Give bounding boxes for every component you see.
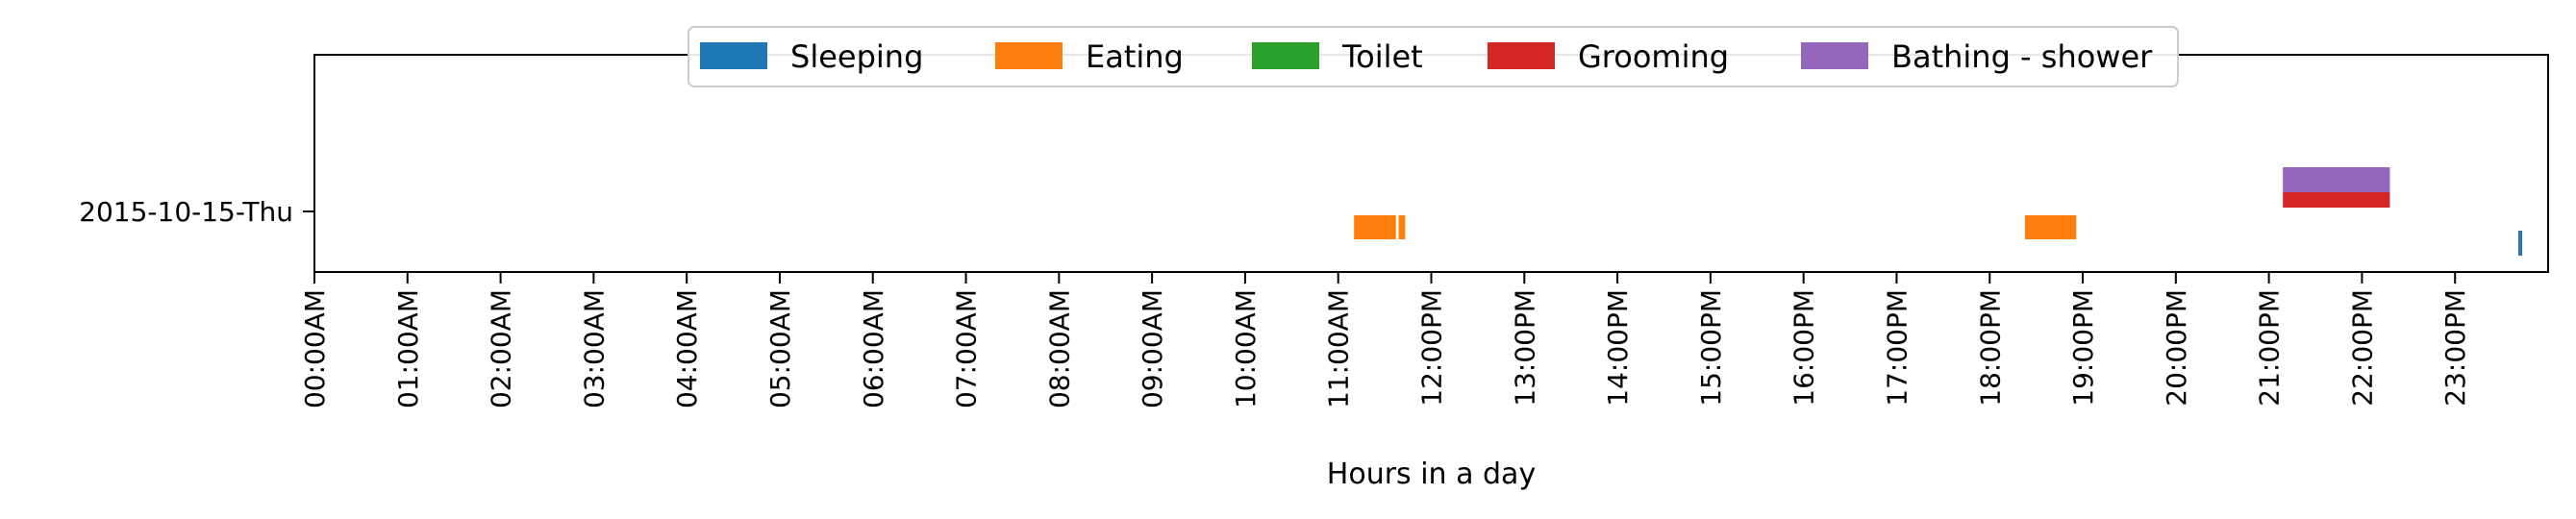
legend-label-grooming: Grooming — [1578, 38, 1729, 75]
y-tick-label: 2015-10-15-Thu — [79, 196, 293, 228]
bar-grooming — [2283, 192, 2390, 208]
x-tick-label: 00:00AM — [299, 289, 331, 408]
legend-label-sleeping: Sleeping — [790, 38, 923, 75]
y-axis: 2015-10-15-Thu — [79, 196, 314, 228]
x-tick-label: 12:00PM — [1416, 289, 1448, 407]
x-tick-label: 11:00AM — [1323, 289, 1355, 408]
x-axis: 00:00AM 01:00AM 02:00AM 03:00AM 04:00AM 05:00… — [299, 272, 2471, 408]
x-tick-label: 03:00AM — [578, 289, 610, 408]
legend: Sleeping Eating Toilet Grooming Bathing - sh… — [688, 26, 2179, 87]
x-tick-label: 06:00AM — [858, 289, 889, 408]
x-tick-label: 10:00AM — [1230, 289, 1262, 408]
legend-box — [688, 26, 2179, 87]
legend-swatch-eating — [995, 42, 1063, 69]
x-tick-label: 04:00AM — [671, 289, 703, 408]
legend-swatch-grooming — [1488, 42, 1555, 69]
legend-label-bathing-shower: Bathing - shower — [1891, 38, 2153, 75]
bar-bathing-shower — [2283, 167, 2390, 192]
legend-swatch-toilet — [1252, 42, 1319, 69]
x-tick-label: 09:00AM — [1137, 289, 1168, 408]
x-tick-label: 23:00PM — [2439, 289, 2471, 407]
legend-label-toilet: Toilet — [1341, 38, 1423, 75]
x-tick-label: 17:00PM — [1881, 289, 1913, 407]
x-axis-title: Hours in a day — [1327, 457, 1536, 491]
x-tick-label: 01:00AM — [392, 289, 424, 408]
x-tick-label: 08:00AM — [1043, 289, 1075, 408]
plot-area — [313, 54, 2549, 273]
x-tick-label: 14:00PM — [1602, 289, 1634, 407]
x-tick-label: 16:00PM — [1788, 289, 1820, 407]
x-tick-label: 15:00PM — [1695, 289, 1727, 407]
bar-eating — [1354, 215, 1396, 239]
x-tick-label: 22:00PM — [2346, 289, 2378, 407]
x-tick-label: 13:00PM — [1509, 289, 1540, 407]
legend-swatch-bathing-shower — [1801, 42, 1868, 69]
plot-frame — [313, 54, 2549, 273]
x-tick-label: 19:00PM — [2067, 289, 2099, 407]
x-tick-label: 02:00AM — [486, 289, 517, 408]
x-tick-label: 18:00PM — [1974, 289, 2006, 407]
bar-sleeping — [2518, 231, 2523, 256]
legend-label-eating: Eating — [1086, 38, 1184, 75]
bar-eating — [1398, 215, 1406, 239]
x-tick-label: 05:00AM — [764, 289, 796, 408]
x-tick-label: 21:00PM — [2254, 289, 2286, 407]
x-tick-label: 07:00AM — [951, 289, 983, 408]
x-tick-label: 20:00PM — [2161, 289, 2192, 407]
bar-eating — [2025, 215, 2077, 239]
legend-swatch-sleeping — [700, 42, 767, 69]
